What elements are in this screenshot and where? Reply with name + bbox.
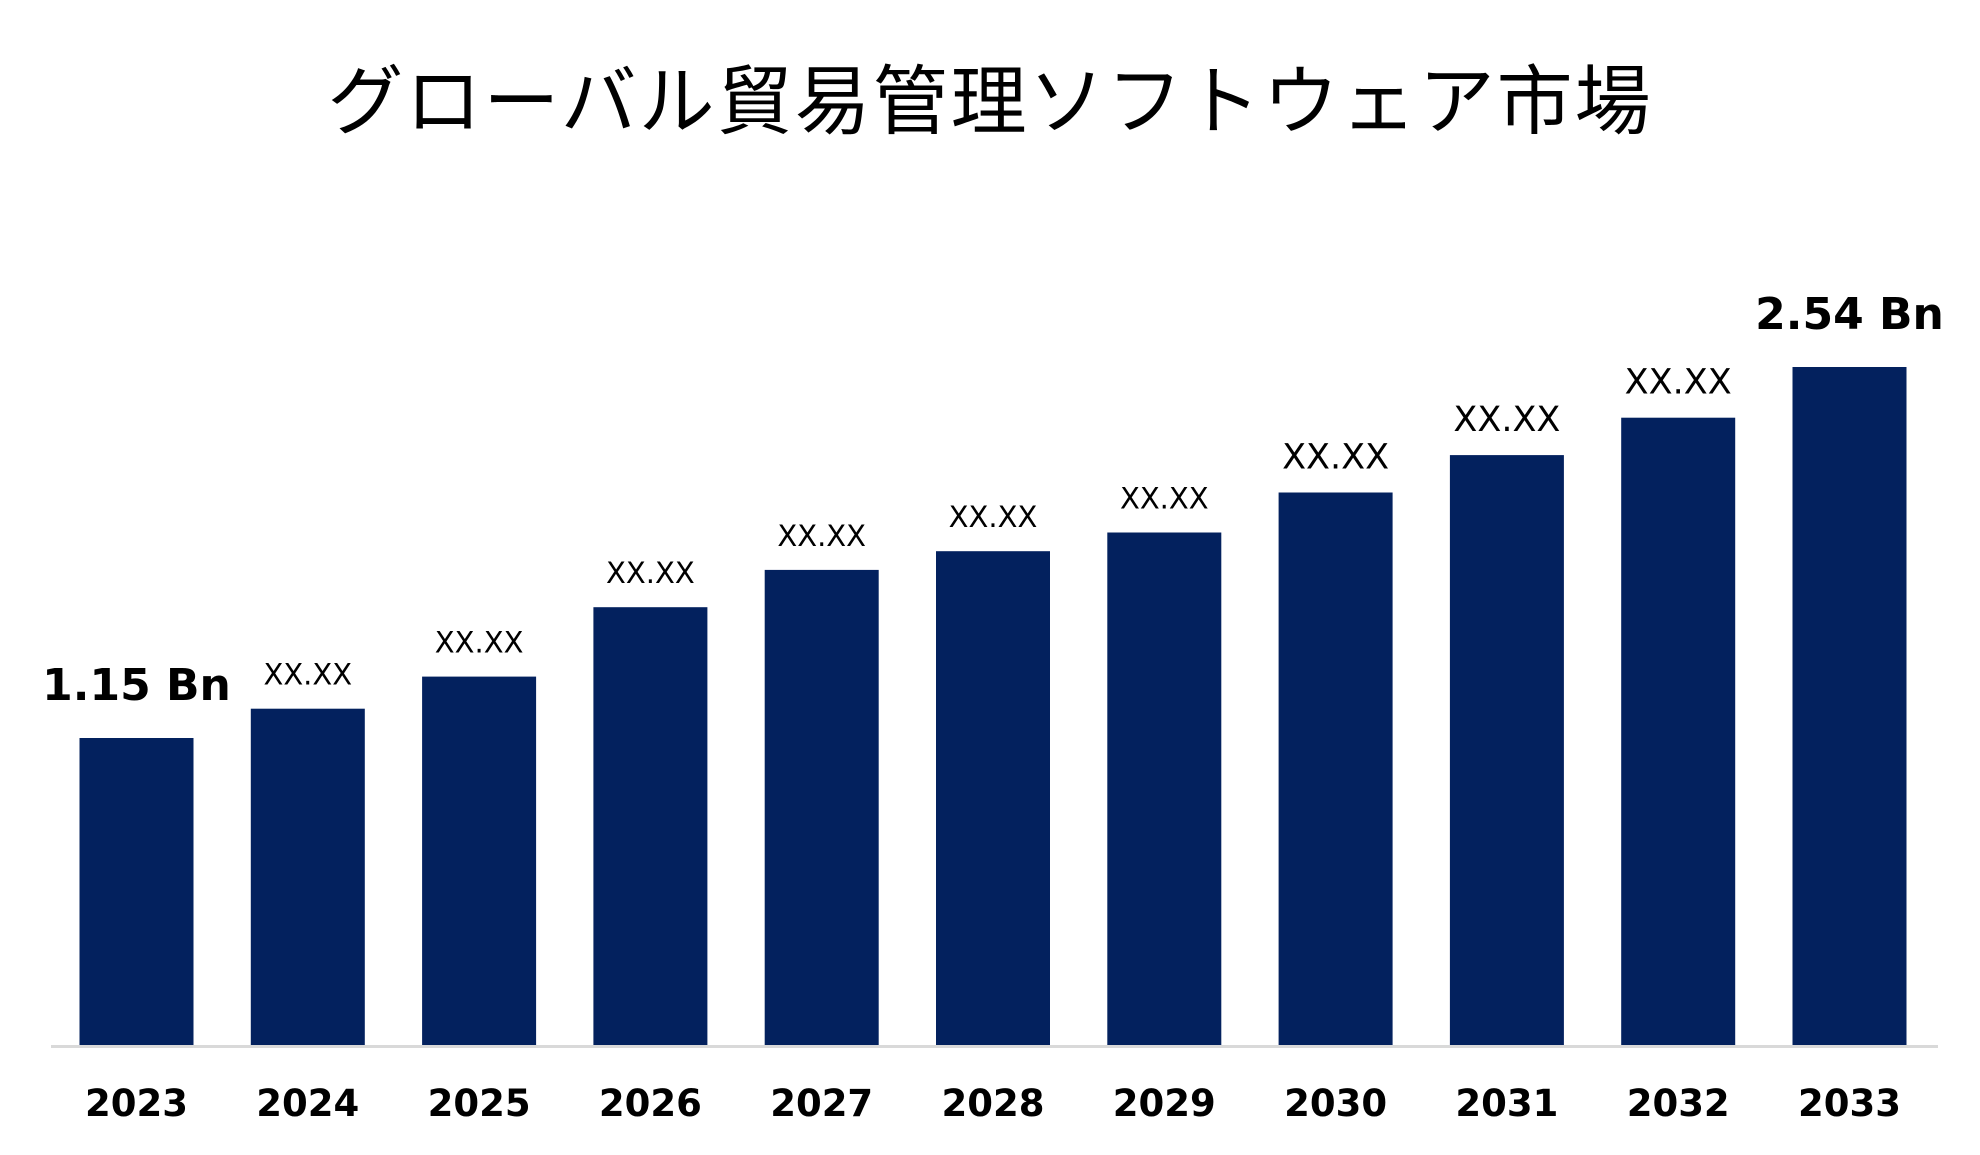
bars-layer [79,367,1907,1046]
value-labels-layer: 1.15 Bn XX.XX XX.XX XX.XX XX.XX XX.XX XX.XX XX.… [42,289,1944,711]
value-label-2026: XX.XX [606,556,695,590]
x-tick-label-2025: 2025 [428,1082,531,1125]
value-label-2030: XX.XX [1282,438,1389,478]
value-label-2029: XX.XX [1120,482,1209,516]
x-tick-label-2031: 2031 [1455,1082,1558,1125]
value-label-2033: 2.54 Bn [1755,289,1944,340]
value-label-2027: XX.XX [777,519,866,553]
bar-2030 [1278,492,1393,1045]
bar-2027 [764,569,879,1045]
value-label-2028: XX.XX [949,500,1038,534]
x-tick-label-2024: 2024 [256,1082,359,1125]
bar-2033 [1792,367,1907,1045]
x-tick-label-2033: 2033 [1798,1082,1901,1125]
value-label-2025: XX.XX [435,626,524,660]
bar-2025 [422,676,537,1045]
bar-2023 [79,738,194,1045]
bar-2032 [1621,417,1736,1045]
x-tick-label-2028: 2028 [942,1082,1045,1125]
chart-title: グローバル貿易管理ソフトウェア市場 [327,57,1653,146]
bar-2026 [593,607,708,1045]
x-tick-label-2027: 2027 [770,1082,873,1125]
x-tick-label-2026: 2026 [599,1082,702,1125]
tick-labels-layer: 2023 2024 2025 2026 2027 2028 2029 2030 2031 2032… [85,1082,1901,1125]
x-tick-label-2023: 2023 [85,1082,188,1125]
x-tick-label-2032: 2032 [1627,1082,1730,1125]
bar-2028 [936,551,1050,1045]
bar-2031 [1449,455,1564,1046]
value-label-2031: XX.XX [1453,400,1560,440]
bar-2029 [1107,532,1222,1045]
value-label-2032: XX.XX [1625,363,1732,403]
x-tick-label-2030: 2030 [1284,1082,1387,1125]
value-label-2023: 1.15 Bn [42,660,231,711]
x-tick-label-2029: 2029 [1113,1082,1216,1125]
value-label-2024: XX.XX [263,658,352,692]
bar-2024 [250,708,365,1045]
